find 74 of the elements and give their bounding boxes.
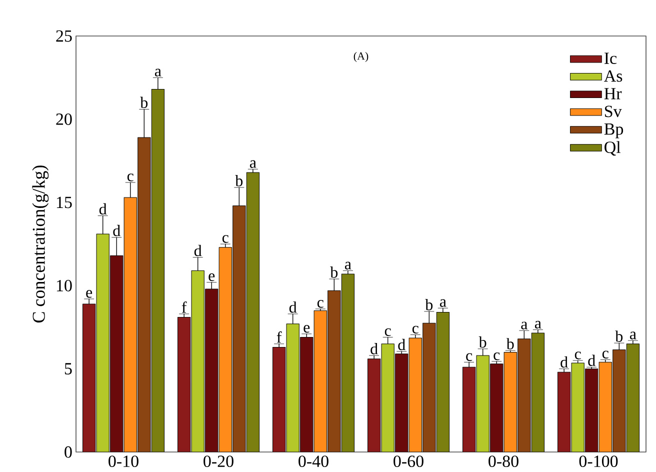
y-tick-label: 15 (56, 196, 72, 208)
y-tick-label: 5 (64, 363, 72, 374)
x-tick-label: 0-10 (108, 456, 138, 468)
bar (232, 206, 246, 452)
data-label: c (127, 174, 134, 182)
data-label: d (99, 203, 107, 215)
data-label: a (630, 332, 636, 340)
bar (138, 137, 151, 452)
bar (286, 324, 300, 452)
data-label: d (398, 338, 406, 350)
data-label: b (235, 174, 243, 186)
y-tick-label: 10 (56, 280, 72, 292)
data-label: d (194, 244, 202, 256)
data-label: a (534, 320, 542, 329)
data-label: d (560, 356, 568, 368)
data-label: c (384, 328, 391, 336)
bar (571, 362, 584, 452)
legend-label: As (604, 70, 622, 82)
y-tick-label: 20 (56, 113, 72, 125)
data-label: a (250, 160, 256, 168)
data-label: a (440, 299, 446, 307)
annotation: (A) (354, 52, 368, 62)
x-tick-label: 0-80 (488, 456, 518, 468)
bar (436, 312, 450, 452)
data-label: c (602, 350, 608, 358)
legend-label: Bp (604, 123, 624, 138)
bar (422, 322, 436, 452)
data-label: c (222, 235, 228, 243)
bar (531, 332, 545, 452)
data-label: c (574, 352, 581, 360)
data-label: b (478, 336, 486, 348)
data-label: d (370, 343, 378, 354)
data-label: c (412, 326, 418, 334)
x-tick-label: 0-40 (298, 456, 328, 468)
bar (151, 89, 165, 452)
data-label: a (521, 322, 528, 330)
bar (191, 270, 204, 452)
data-label: c (494, 352, 500, 360)
data-label: c (466, 353, 472, 361)
bar (381, 344, 394, 452)
data-label: f (182, 301, 187, 313)
data-label: d (113, 224, 120, 236)
data-label: b (506, 338, 514, 350)
data-label: e (86, 290, 92, 298)
x-tick-label: 0-60 (394, 456, 424, 468)
data-label: d (289, 301, 297, 313)
data-label: b (140, 96, 148, 108)
legend-label: Ic (604, 52, 617, 64)
y-axis-title: C concentration(g/kg) (32, 166, 49, 323)
bar (341, 274, 355, 452)
bar (518, 338, 531, 452)
bar (96, 234, 110, 452)
bar (612, 349, 626, 452)
x-tick-label: 0-20 (204, 456, 234, 468)
data-label: a (344, 262, 352, 270)
x-tick-label: 0-100 (579, 456, 618, 468)
bar (328, 290, 341, 452)
data-label: d (588, 354, 596, 366)
data-label: a (154, 68, 162, 76)
data-label: b (330, 266, 338, 278)
data-label: f (276, 331, 282, 343)
data-label: b (425, 298, 433, 310)
y-tick-label: 25 (56, 30, 72, 42)
data-label: e (304, 324, 310, 333)
legend-label: Sv (605, 106, 622, 118)
bar (246, 172, 260, 452)
bar (476, 355, 490, 452)
data-label: b (615, 330, 623, 342)
data-label: c (317, 300, 324, 308)
legend-label: Ql (604, 141, 621, 156)
legend-label: Hr (604, 88, 622, 100)
data-label: e (208, 273, 215, 282)
bar (626, 344, 640, 452)
y-tick-label: 0 (64, 446, 72, 458)
